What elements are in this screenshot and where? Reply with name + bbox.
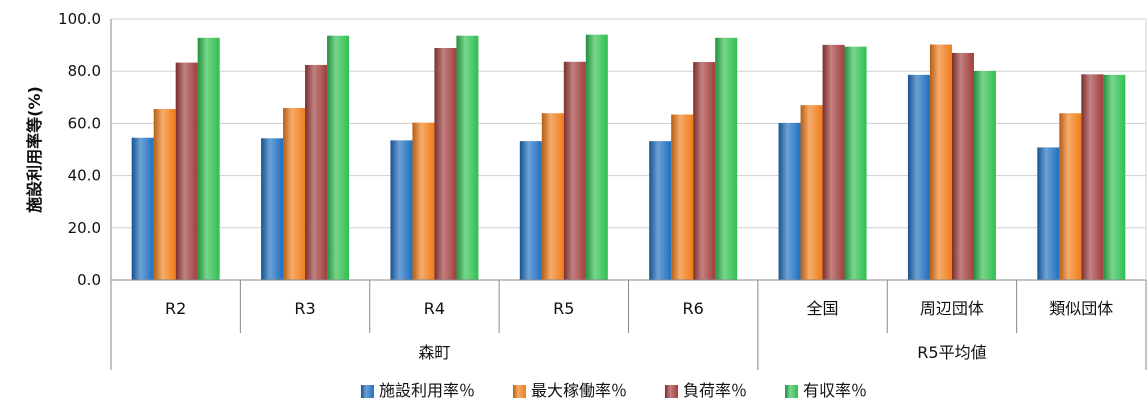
bar-4-5 bbox=[715, 37, 738, 281]
legend-item: 最大稼働率％ bbox=[512, 381, 627, 400]
y-tick-label: 20.0 bbox=[68, 219, 101, 237]
bar-4-7 bbox=[973, 70, 996, 281]
bar-3-4 bbox=[563, 61, 586, 280]
legend-label: 負荷率％ bbox=[683, 381, 747, 400]
bars bbox=[131, 34, 1126, 281]
bar-1-2 bbox=[261, 138, 284, 280]
x-category-label: R2 bbox=[165, 299, 186, 318]
bar-2-5 bbox=[671, 114, 694, 280]
legend-item: 負荷率％ bbox=[665, 381, 747, 400]
bar-1-1 bbox=[131, 137, 154, 280]
bar-4-3 bbox=[456, 35, 479, 281]
bar-1-8 bbox=[1037, 147, 1060, 280]
legend-label: 有収率％ bbox=[803, 381, 867, 400]
bar-3-6 bbox=[822, 44, 845, 280]
x-category-label: R4 bbox=[424, 299, 445, 318]
y-axis-title: 施設利用率等(%) bbox=[25, 86, 44, 213]
legend-swatch bbox=[512, 385, 526, 398]
bar-1-5 bbox=[649, 141, 672, 280]
bar-2-2 bbox=[283, 108, 306, 280]
bar-1-4 bbox=[519, 141, 542, 280]
bar-4-2 bbox=[327, 35, 350, 281]
legend-item: 有収率％ bbox=[785, 381, 867, 400]
x-group-label: R5平均値 bbox=[917, 343, 986, 362]
bar-3-8 bbox=[1081, 74, 1104, 280]
x-category-label: R6 bbox=[683, 299, 704, 318]
bar-2-1 bbox=[153, 109, 176, 280]
y-tick-label: 40.0 bbox=[68, 167, 101, 185]
y-tick-label: 0.0 bbox=[77, 271, 101, 289]
bar-1-6 bbox=[778, 122, 801, 281]
bar-3-2 bbox=[305, 64, 328, 280]
x-group-label: 森町 bbox=[418, 343, 450, 362]
bar-2-6 bbox=[800, 105, 823, 280]
legend-swatch bbox=[785, 385, 799, 398]
bar-3-7 bbox=[951, 52, 974, 281]
x-category-label: 周辺団体 bbox=[920, 299, 984, 318]
bar-3-5 bbox=[693, 62, 716, 280]
x-category-label: 全国 bbox=[807, 299, 839, 318]
y-tick-label: 80.0 bbox=[68, 62, 101, 80]
bar-4-1 bbox=[197, 37, 220, 281]
bar-1-3 bbox=[390, 140, 413, 280]
legend-swatch bbox=[360, 385, 374, 398]
legend-swatch bbox=[665, 385, 678, 398]
axes bbox=[110, 19, 1147, 370]
legend-item: 施設利用率％ bbox=[360, 381, 475, 400]
x-category-label: R3 bbox=[294, 299, 315, 318]
bar-1-7 bbox=[907, 74, 930, 280]
bar-2-4 bbox=[541, 113, 564, 280]
x-category-label: R5 bbox=[553, 299, 574, 318]
bar-2-3 bbox=[412, 122, 435, 280]
legend: 施設利用率％ 最大稼働率％ 負荷率％ 有収率％ bbox=[360, 381, 867, 400]
bar-4-4 bbox=[585, 34, 608, 280]
legend-label: 施設利用率％ bbox=[379, 381, 475, 400]
y-tick-label: 100.0 bbox=[58, 10, 101, 28]
legend-label: 最大稼働率％ bbox=[531, 381, 627, 400]
labels: 0.0 20.0 40.0 60.0 80.0 100.0 R2 R3 R4 R5 R6 全国 周辺団体… bbox=[25, 10, 1113, 362]
x-category-label: 類似団体 bbox=[1049, 299, 1113, 318]
bar-3-1 bbox=[175, 62, 198, 280]
bar-2-8 bbox=[1059, 113, 1082, 280]
bar-2-7 bbox=[929, 44, 952, 280]
bar-4-8 bbox=[1103, 74, 1126, 280]
y-tick-label: 60.0 bbox=[68, 114, 101, 132]
bar-3-3 bbox=[434, 47, 457, 280]
bar-4-6 bbox=[844, 46, 867, 280]
